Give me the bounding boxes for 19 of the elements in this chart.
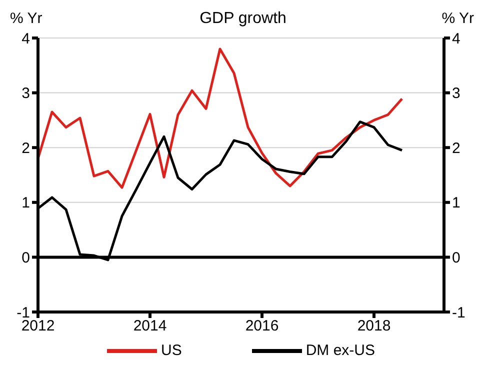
y2-tick-label: 4 bbox=[452, 30, 460, 48]
y-tick-label: 1 bbox=[22, 194, 30, 212]
x-tick-label: 2018 bbox=[357, 318, 391, 335]
y-tick-label: 0 bbox=[22, 250, 30, 267]
legend-label: US bbox=[160, 342, 182, 359]
x-tick-label: 2016 bbox=[245, 318, 279, 335]
y-tick-label: 4 bbox=[22, 30, 30, 48]
y-tick-label: 3 bbox=[22, 85, 30, 102]
y2-tick-label: -1 bbox=[452, 304, 466, 322]
legend-label: DM ex-US bbox=[306, 342, 375, 359]
y-axis-title: % Yr bbox=[10, 10, 42, 27]
y2-tick-label: 0 bbox=[452, 250, 460, 267]
y-tick-label: 2 bbox=[22, 140, 30, 157]
chart-title: GDP growth bbox=[200, 10, 286, 27]
x-tick-label: 2014 bbox=[133, 318, 167, 335]
y2-tick-label: 1 bbox=[452, 194, 460, 212]
y2-axis-title: % Yr bbox=[442, 10, 474, 27]
y2-tick-label: 3 bbox=[452, 85, 460, 102]
y2-tick-label: 2 bbox=[452, 140, 460, 157]
